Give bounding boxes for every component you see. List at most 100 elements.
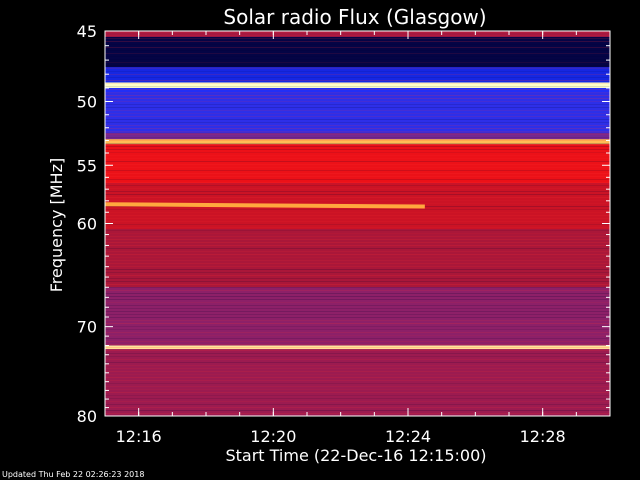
- striation: [105, 341, 610, 342]
- x-tick-label: 12:20: [250, 427, 296, 446]
- striation: [105, 221, 610, 222]
- striation: [105, 185, 610, 186]
- striation: [105, 293, 610, 294]
- striation: [105, 137, 610, 138]
- striation: [105, 155, 610, 156]
- striation: [105, 404, 610, 405]
- striation: [105, 59, 610, 60]
- striation: [105, 305, 610, 306]
- band-3: [105, 82, 610, 88]
- striation: [105, 191, 610, 192]
- band-1: [105, 36, 610, 68]
- striation: [105, 254, 610, 255]
- striation: [105, 236, 610, 237]
- y-tick-label: 60: [77, 215, 97, 234]
- striation: [105, 332, 610, 333]
- striation: [105, 125, 610, 126]
- band-8: [105, 144, 610, 184]
- band-2: [105, 67, 610, 83]
- striation: [105, 224, 610, 225]
- striation: [105, 53, 610, 54]
- striation: [105, 200, 610, 201]
- striation: [105, 365, 610, 366]
- striation: [105, 338, 610, 339]
- striation: [105, 41, 610, 42]
- striation: [105, 398, 610, 399]
- band-0: [105, 31, 610, 37]
- striation: [105, 134, 610, 135]
- striation: [105, 395, 610, 396]
- striation: [105, 287, 610, 288]
- striation: [105, 215, 610, 216]
- striation: [105, 353, 610, 354]
- band-10: [105, 229, 610, 288]
- striation: [105, 227, 610, 228]
- striation: [105, 65, 610, 66]
- striation: [105, 161, 610, 162]
- striation: [105, 110, 610, 111]
- x-axis: 12:16 12:20 12:24 12:28: [116, 31, 577, 446]
- striation: [105, 401, 610, 402]
- striation: [105, 371, 610, 372]
- y-tick-label: 55: [77, 156, 97, 175]
- striation: [105, 242, 610, 243]
- band-13: [105, 349, 610, 416]
- striation: [105, 347, 610, 348]
- striation: [105, 104, 610, 105]
- striation: [105, 374, 610, 375]
- striation: [105, 356, 610, 357]
- striation: [105, 296, 610, 297]
- striation: [105, 44, 610, 45]
- striation: [105, 194, 610, 195]
- striation: [105, 368, 610, 369]
- y-tick-label: 70: [77, 318, 97, 337]
- drifting-band-0: [104, 202, 425, 209]
- striation: [105, 86, 610, 87]
- striation: [105, 32, 610, 33]
- striation: [105, 275, 610, 276]
- striation: [105, 359, 610, 360]
- striation: [105, 380, 610, 381]
- striation: [105, 350, 610, 351]
- striation: [105, 131, 610, 132]
- striation: [105, 344, 610, 345]
- striation: [105, 95, 610, 96]
- striation: [105, 230, 610, 231]
- striation: [105, 326, 610, 327]
- striation: [105, 239, 610, 240]
- striation: [105, 323, 610, 324]
- striation: [105, 377, 610, 378]
- striation: [105, 311, 610, 312]
- striation: [105, 278, 610, 279]
- striation: [105, 35, 610, 36]
- striation: [105, 218, 610, 219]
- striation: [105, 170, 610, 171]
- band-11: [105, 287, 610, 346]
- x-tick-label: 12:28: [520, 427, 566, 446]
- striation: [105, 410, 610, 411]
- y-tick-label: 45: [77, 22, 97, 41]
- striation: [105, 119, 610, 120]
- band-7: [105, 139, 610, 145]
- striation: [105, 98, 610, 99]
- striation: [105, 362, 610, 363]
- striation: [105, 263, 610, 264]
- striation: [105, 107, 610, 108]
- striation: [105, 245, 610, 246]
- striation: [105, 167, 610, 168]
- striation: [105, 314, 610, 315]
- striation: [105, 233, 610, 234]
- striation: [105, 128, 610, 129]
- band-12: [105, 345, 610, 350]
- striation: [105, 122, 610, 123]
- striation: [105, 197, 610, 198]
- striation: [105, 317, 610, 318]
- striation: [105, 74, 610, 75]
- striation: [105, 335, 610, 336]
- plot-area: [104, 31, 610, 416]
- striation: [105, 272, 610, 273]
- striation: [105, 68, 610, 69]
- striation: [105, 248, 610, 249]
- striation: [105, 173, 610, 174]
- striation: [105, 203, 610, 204]
